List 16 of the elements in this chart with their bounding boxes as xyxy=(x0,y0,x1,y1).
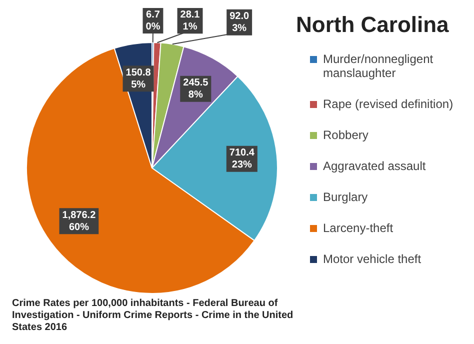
legend-label: Burglary xyxy=(323,190,368,204)
data-label: 28.1 1% xyxy=(180,9,200,32)
data-label: 150.8 5% xyxy=(126,67,152,90)
data-label: 710.4 23% xyxy=(229,148,255,171)
legend-label: Aggravated assault xyxy=(323,159,426,173)
legend-label: Larceny-theft xyxy=(323,221,394,235)
legend-label: Motor vehicle theft xyxy=(323,252,422,266)
legend-label: Murder/nonnegligent manslaughter xyxy=(323,52,434,80)
chart-title: North Carolina xyxy=(296,12,450,38)
text: Crime Rates per 100,000 inhabitants - Federal Bureau of Investigation - Uniform Crime Reports - Crime in the United States 2016 xyxy=(12,298,294,334)
legend-label: Robbery xyxy=(323,128,368,142)
data-label: 92.0 3% xyxy=(230,11,250,34)
data-label: 1,876.2 60% xyxy=(62,210,96,233)
data-label: 6.7 0% xyxy=(146,9,160,32)
legend-label: Rape (revised definition) xyxy=(323,97,454,111)
data-label: 245.5 8% xyxy=(183,78,209,101)
